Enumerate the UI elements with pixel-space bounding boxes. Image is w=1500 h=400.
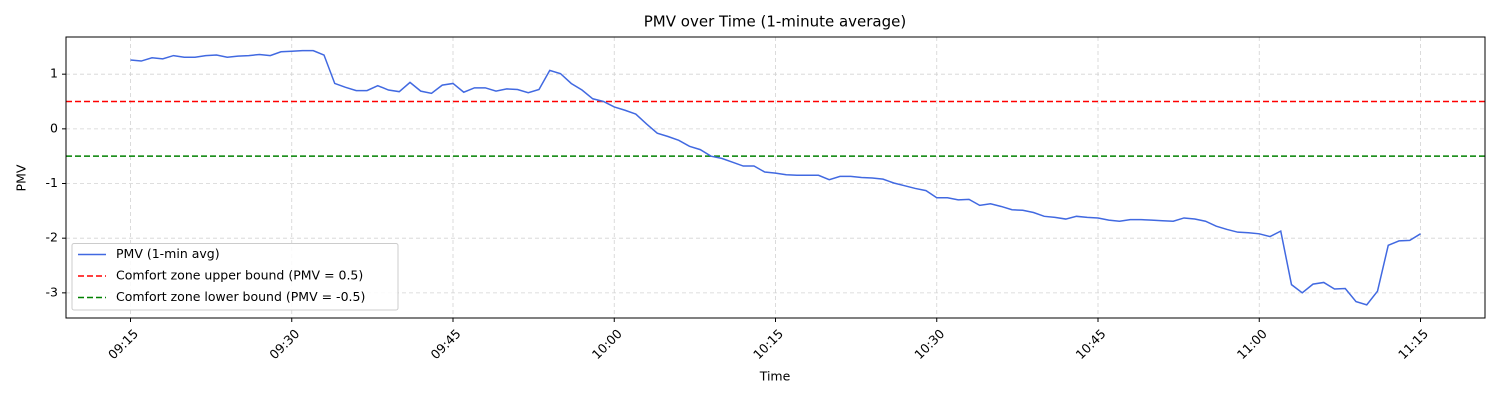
plot bbox=[66, 49, 1485, 306]
legend-label: Comfort zone lower bound (PMV = -0.5) bbox=[116, 289, 365, 304]
y-tick-label: -3 bbox=[46, 284, 58, 299]
legend-label: Comfort zone upper bound (PMV = 0.5) bbox=[116, 268, 363, 283]
y-axis-label: PMV bbox=[14, 164, 29, 191]
y-tick-label: 1 bbox=[50, 66, 58, 81]
legend-label: PMV (1-min avg) bbox=[116, 246, 220, 261]
y-tick-label: -2 bbox=[46, 230, 58, 245]
data-line bbox=[130, 49, 1421, 306]
x-axis-label: Time bbox=[759, 369, 791, 384]
y-tick-label: 0 bbox=[50, 120, 58, 135]
y-tick-label: -1 bbox=[46, 175, 58, 190]
legend-box bbox=[71, 243, 399, 311]
chart-title: PMV over Time (1-minute average) bbox=[644, 13, 906, 31]
legend: PMV (1-min avg) Comfort zone upper bound … bbox=[71, 243, 399, 311]
